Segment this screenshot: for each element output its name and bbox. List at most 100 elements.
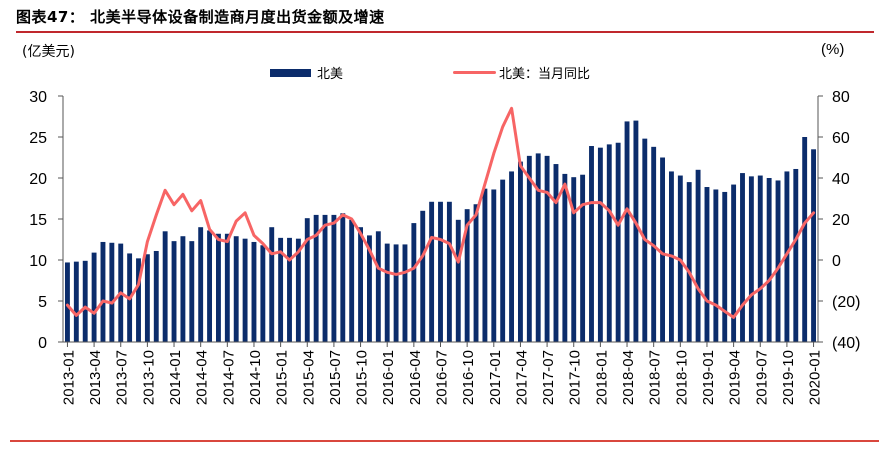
x-tick-label: 2015-04 — [300, 350, 317, 405]
bar — [562, 173, 568, 342]
right-tick-label: 60 — [832, 130, 850, 147]
x-tick-label: 2018-10 — [673, 350, 690, 405]
bar — [517, 161, 523, 342]
bar — [64, 262, 70, 342]
bar — [429, 201, 435, 342]
bar — [757, 175, 763, 342]
x-tick-label: 2016-04 — [407, 350, 424, 405]
left-tick-label: 20 — [29, 171, 47, 188]
right-tick-label: 40 — [832, 171, 850, 188]
bar — [402, 244, 408, 342]
bar — [162, 231, 168, 342]
x-tick-label: 2014-04 — [194, 350, 211, 405]
bar — [731, 184, 737, 342]
bar — [73, 261, 79, 342]
x-tick-label: 2017-04 — [513, 350, 530, 405]
bar — [331, 214, 337, 342]
x-tick-label: 2016-01 — [380, 350, 397, 405]
bar — [784, 171, 790, 342]
bar — [686, 182, 692, 342]
right-tick-label: 0 — [832, 253, 841, 270]
bar — [580, 174, 586, 342]
x-tick-label: 2018-07 — [647, 350, 664, 405]
x-tick-label: 2016-07 — [434, 350, 451, 405]
x-tick-label: 2015-01 — [274, 350, 291, 405]
bar — [473, 204, 479, 342]
right-tick-label: 20 — [832, 212, 850, 229]
axes: 0 5 10 15 20 25 30 (40) (20) 0 20 40 60 80 2013-01 2013… — [29, 89, 860, 405]
bar — [713, 189, 719, 342]
bar — [349, 219, 355, 342]
bar — [358, 227, 364, 342]
title-divider — [16, 31, 874, 33]
bar — [171, 241, 177, 342]
right-tick-label: 80 — [832, 89, 850, 106]
bar — [215, 233, 221, 342]
x-tick-label: 2013-04 — [87, 350, 104, 405]
bar — [793, 168, 799, 342]
bar — [198, 227, 204, 342]
x-tick-label: 2019-01 — [700, 350, 717, 405]
line-series — [65, 106, 816, 319]
chart-title: 图表47： 北美半导体设备制造商月度出货金额及增速 — [16, 8, 385, 26]
x-tick-label: 2013-01 — [60, 350, 77, 405]
bar — [278, 237, 284, 342]
bar — [509, 171, 515, 342]
bar — [224, 233, 230, 342]
left-tick-label: 15 — [29, 212, 47, 229]
bar — [242, 238, 248, 342]
bar — [340, 213, 346, 342]
bar — [446, 201, 452, 342]
x-tick-label: 2013-10 — [140, 350, 157, 405]
bar — [589, 146, 594, 342]
legend-bar-swatch — [270, 68, 311, 77]
x-tick-label: 2016-10 — [460, 350, 477, 405]
bar — [802, 137, 808, 342]
x-tick-label: 2015-10 — [354, 350, 371, 405]
bar — [251, 241, 257, 342]
bar — [482, 188, 488, 342]
bar — [811, 149, 817, 342]
bar — [704, 187, 710, 342]
bar — [82, 260, 88, 342]
x-tick-label: 2019-10 — [780, 350, 797, 405]
bar — [526, 155, 532, 342]
legend-item-bar: 北美 — [270, 63, 343, 82]
bar — [260, 245, 266, 342]
bar — [633, 120, 639, 342]
x-tick-label: 2014-10 — [247, 350, 264, 405]
x-tick-label: 2017-10 — [567, 350, 584, 405]
x-tick-label: 2017-07 — [540, 350, 557, 405]
bar — [597, 147, 603, 342]
legend-line-label: 北美：当月同比 — [499, 67, 591, 82]
bar — [766, 178, 772, 342]
footer-divider — [10, 440, 879, 442]
bar — [722, 191, 728, 342]
x-tick-label: 2014-07 — [220, 350, 237, 405]
bar — [624, 121, 630, 342]
left-axis-unit: (亿美元) — [22, 44, 75, 60]
x-tick-label: 2013-07 — [114, 350, 131, 405]
x-tick-label: 2019-07 — [753, 350, 770, 405]
bar — [287, 237, 292, 342]
bar — [500, 179, 506, 342]
bar — [571, 177, 577, 342]
legend-item-line: 北美：当月同比 — [453, 63, 590, 82]
bar — [304, 218, 310, 342]
bar — [748, 176, 754, 342]
bar — [313, 214, 319, 342]
bar — [775, 180, 781, 342]
bar — [295, 238, 301, 342]
bar — [233, 236, 239, 342]
x-tick-label: 2014-01 — [167, 350, 184, 405]
bar — [544, 155, 550, 342]
legend-line-swatch — [453, 71, 496, 74]
x-tick-label: 2020-01 — [807, 350, 824, 405]
bar — [189, 241, 195, 342]
bar — [393, 244, 399, 342]
x-tick-label: 2017-01 — [487, 350, 504, 405]
bar — [606, 144, 612, 342]
bar — [420, 210, 426, 342]
bar — [136, 258, 141, 342]
